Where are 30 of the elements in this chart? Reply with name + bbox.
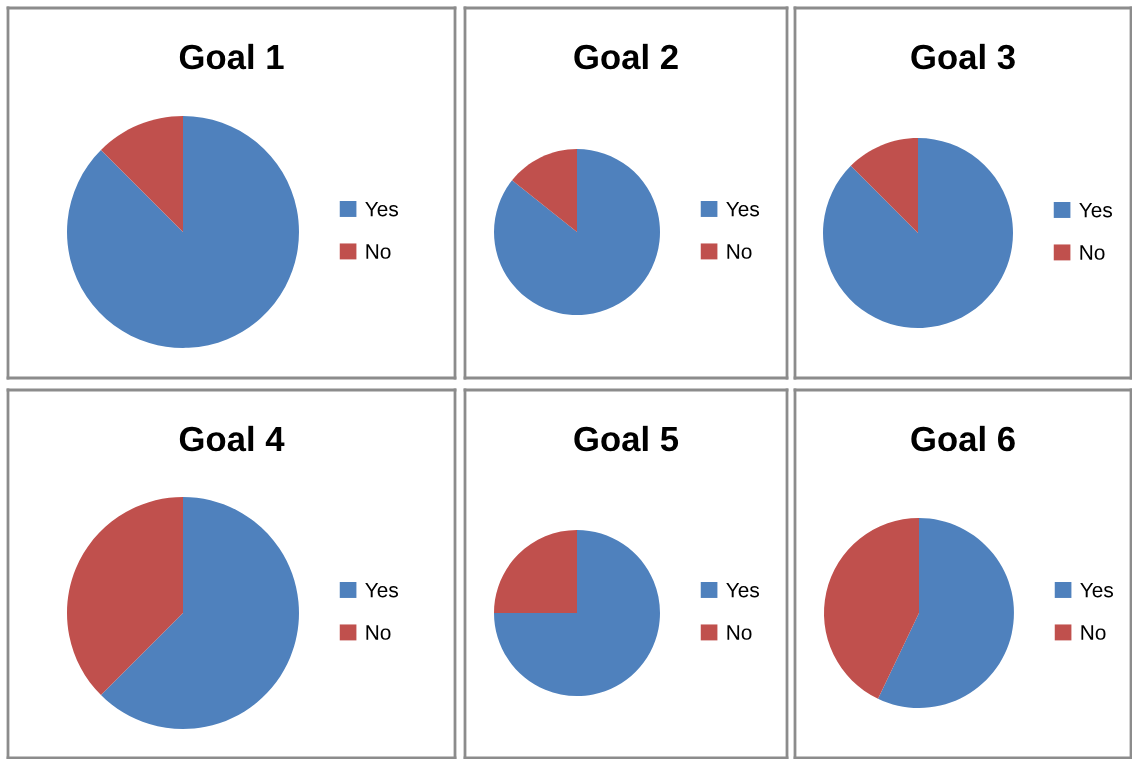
pie-slice [494, 530, 660, 696]
chart-title: Goal 4 [179, 425, 285, 452]
legend-label: No [1080, 245, 1105, 260]
legend-label: No [1081, 625, 1106, 640]
legend-label: Yes [726, 201, 759, 217]
legend-label: Yes [726, 582, 759, 598]
legend-label: No [727, 244, 752, 259]
legend-label: Yes [1080, 582, 1113, 598]
pie-slice [67, 116, 299, 348]
chart-title: Goal 1 [179, 43, 284, 70]
pie-slice [100, 116, 183, 232]
pie-slice [494, 149, 660, 315]
chart-title: Goal 2 [574, 43, 678, 70]
pie-slice [100, 497, 299, 729]
legend-label: No [727, 625, 752, 640]
legend-label: Yes [365, 582, 398, 598]
pie-slice [850, 138, 918, 233]
legend-label: No [366, 244, 391, 259]
pie-slice [824, 518, 919, 699]
chart-title: Goal 3 [911, 43, 1015, 70]
pie-slice [494, 530, 577, 613]
pie-slice [67, 497, 183, 696]
legend-label: Yes [365, 201, 398, 217]
legend-label: No [366, 625, 391, 640]
legend-label: Yes [1079, 202, 1112, 218]
pie-slice [823, 138, 1013, 328]
chart-title: Goal 6 [911, 425, 1015, 452]
pie-slice [512, 149, 577, 232]
chart-title: Goal 5 [574, 425, 679, 452]
pie-slice [878, 518, 1014, 708]
